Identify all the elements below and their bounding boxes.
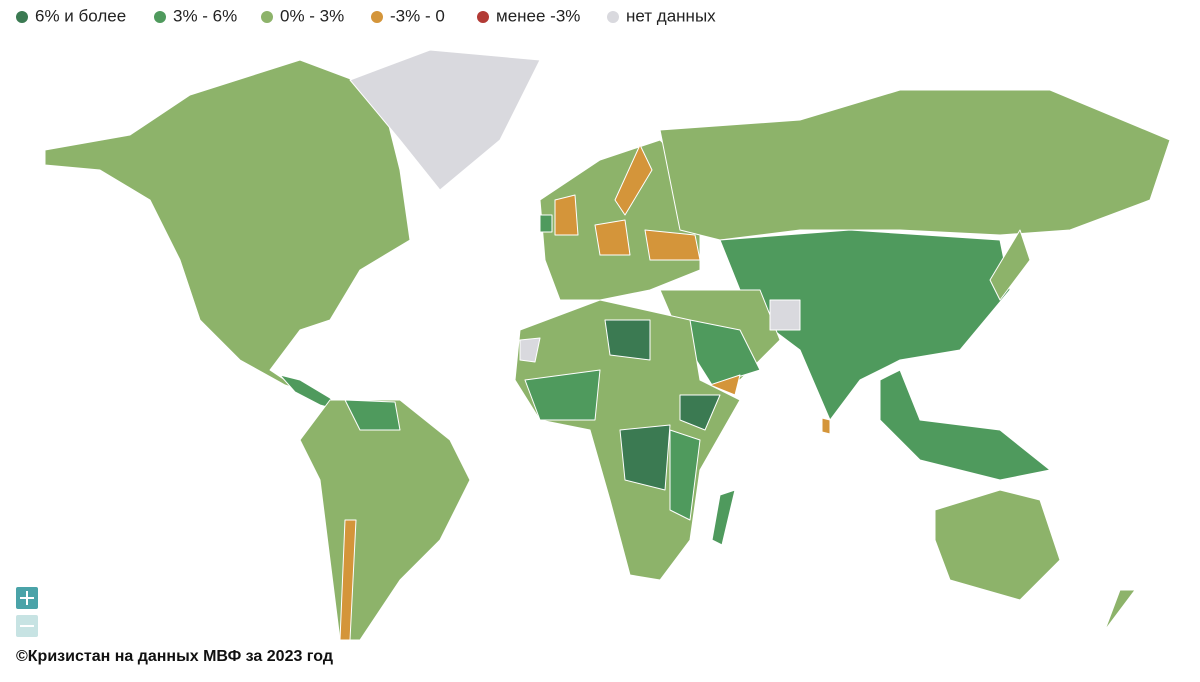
legend-swatch: [154, 11, 166, 23]
region: [614, 144, 653, 216]
legend-label: нет данных: [626, 6, 716, 25]
legend-swatch: [16, 11, 28, 23]
legend-label: менее -3%: [496, 6, 580, 25]
legend-label: -3% - 0: [390, 6, 445, 25]
legend-label: 6% и более: [35, 6, 126, 25]
region: [879, 369, 1051, 481]
region: [989, 229, 1031, 301]
regions: [44, 49, 1171, 641]
region: [344, 399, 401, 431]
legend-swatch: [261, 11, 273, 23]
region: [659, 89, 1171, 241]
region: [519, 337, 541, 363]
region: [594, 219, 631, 256]
region: [339, 519, 357, 641]
region: [604, 319, 651, 361]
region: [524, 369, 601, 421]
region: [679, 394, 721, 431]
region: [709, 374, 741, 396]
region: [539, 214, 553, 233]
region: [669, 429, 701, 521]
legend: 6% и более 3% - 6% 0% - 3% -3% - 0 менее -3%…: [16, 6, 716, 25]
region: [769, 299, 801, 331]
region: [554, 194, 579, 236]
region: [44, 59, 411, 391]
region: [1104, 589, 1136, 631]
region: [711, 489, 736, 546]
region: [934, 489, 1061, 601]
zoom-in-button[interactable]: [16, 587, 38, 609]
credit: ©Кризистан на данных МВФ за 2023 год: [16, 648, 333, 665]
region: [644, 229, 701, 261]
legend-label: 0% - 3%: [280, 6, 344, 25]
region: [619, 424, 671, 491]
region: [299, 399, 471, 641]
zoom-out-button[interactable]: [16, 615, 38, 637]
legend-swatch: [477, 11, 489, 23]
legend-swatch: [607, 11, 619, 23]
legend-swatch: [371, 11, 383, 23]
region: [821, 417, 831, 435]
region: [349, 49, 541, 191]
legend-label: 3% - 6%: [173, 6, 237, 25]
